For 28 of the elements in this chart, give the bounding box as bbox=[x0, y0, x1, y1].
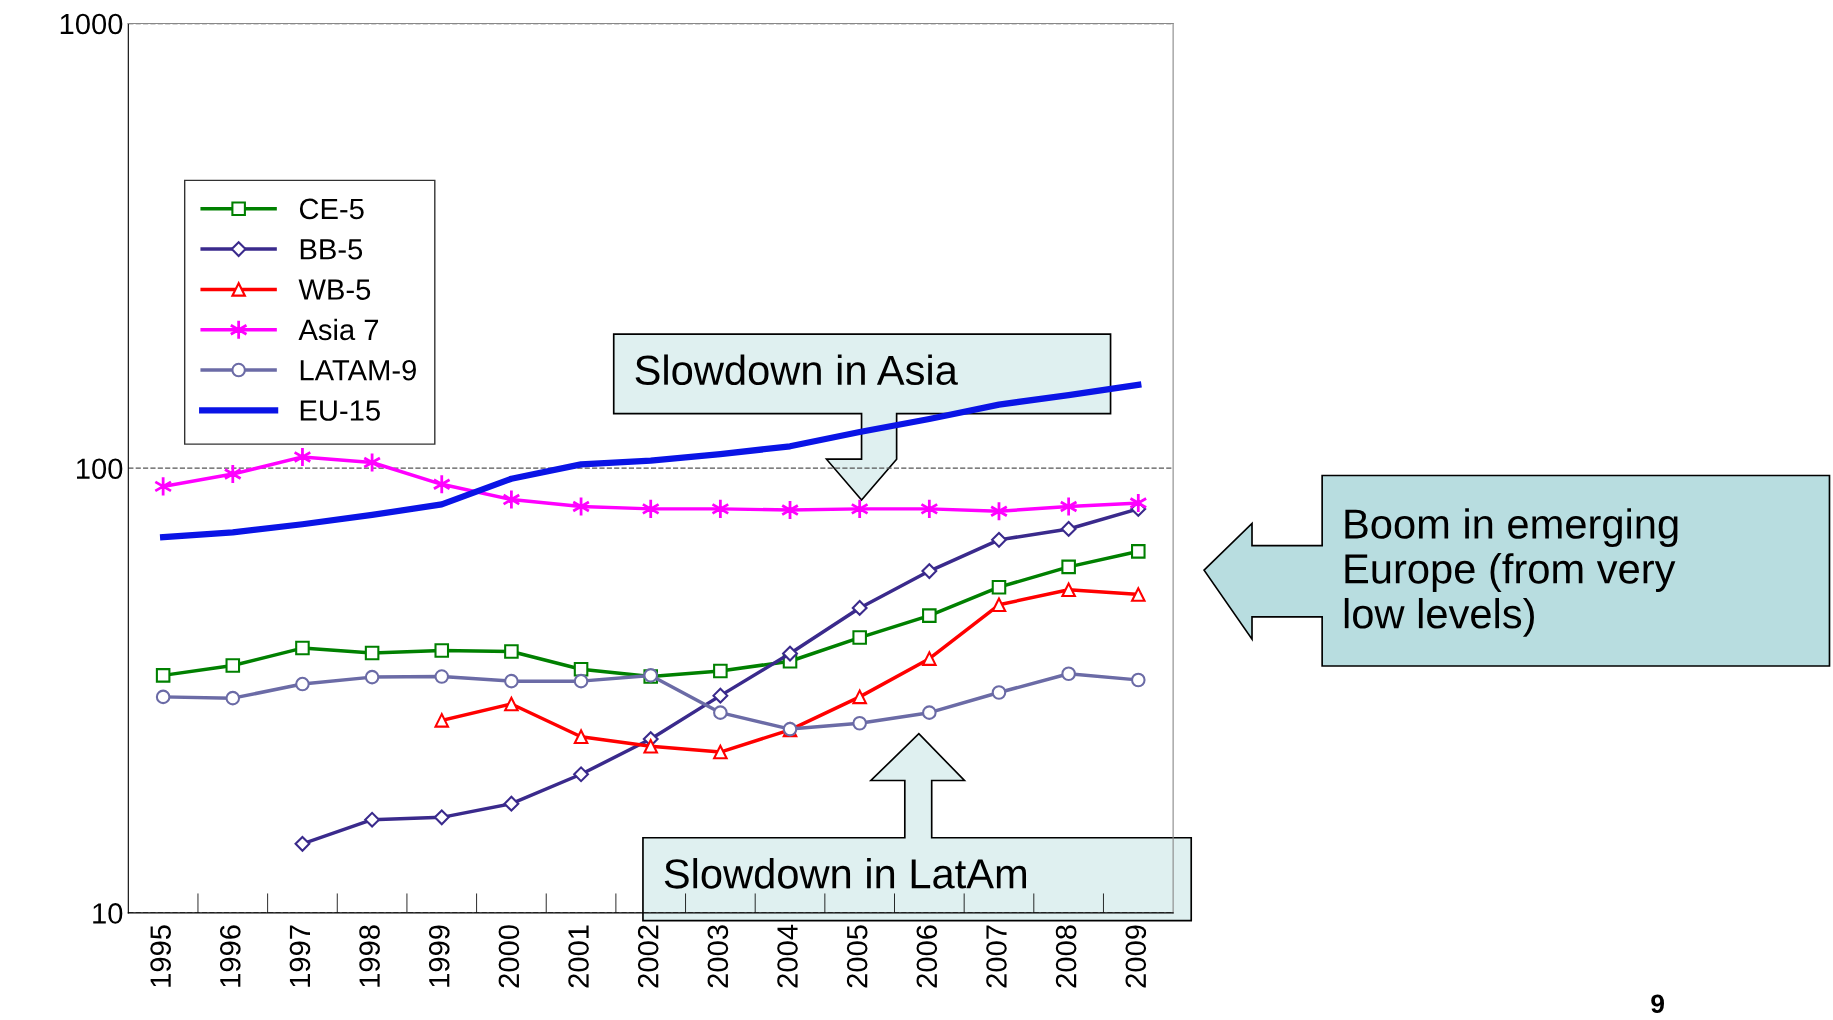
x-tick-label: 1997 bbox=[289, 925, 311, 987]
x-tick-label: 2007 bbox=[986, 925, 1007, 988]
x-tick-label: 2003 bbox=[707, 925, 729, 988]
legend-label: Asia 7 bbox=[298, 318, 379, 341]
legend-label: CE-5 bbox=[299, 198, 364, 220]
y-tick-label: 1000 bbox=[60, 13, 123, 35]
x-tick-label: 2009 bbox=[1125, 925, 1147, 988]
annotation: Slowdown in Asia bbox=[635, 354, 958, 386]
text: Boom in emerging Europe (from very low levels) bbox=[1344, 508, 1678, 637]
x-tick-label: 2005 bbox=[846, 925, 868, 988]
text: 9 bbox=[1651, 994, 1665, 1014]
x-tick-label: 1998 bbox=[359, 925, 380, 987]
x-tick-label: 2000 bbox=[498, 925, 520, 988]
x-tick-label: 2001 bbox=[568, 925, 589, 988]
legend-label: LATAM-9 bbox=[300, 359, 416, 381]
legend-label: EU-15 bbox=[300, 400, 380, 421]
x-tick-label: 2008 bbox=[1055, 925, 1077, 988]
annotation: Slowdown in LatAm bbox=[664, 858, 1026, 889]
legend-label: BB-5 bbox=[300, 239, 363, 260]
x-tick-label: 2004 bbox=[777, 924, 798, 988]
x-tick-label: 2006 bbox=[916, 925, 938, 988]
x-tick-label: 1999 bbox=[428, 925, 450, 987]
y-tick-label: 100 bbox=[77, 458, 123, 480]
x-tick-label: 1995 bbox=[150, 925, 171, 987]
legend-label: WB-5 bbox=[298, 279, 371, 300]
x-tick-label: 2002 bbox=[637, 925, 659, 988]
x-tick-label: 1996 bbox=[219, 925, 241, 987]
y-tick-label: 10 bbox=[93, 903, 123, 924]
